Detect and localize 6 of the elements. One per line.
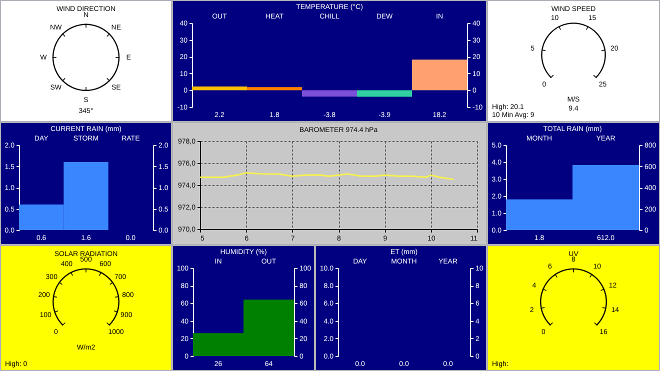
bar [192, 86, 247, 90]
bar [247, 87, 302, 90]
bar [412, 60, 467, 90]
line-series [199, 172, 455, 180]
bar [357, 90, 412, 97]
bar [302, 90, 357, 97]
